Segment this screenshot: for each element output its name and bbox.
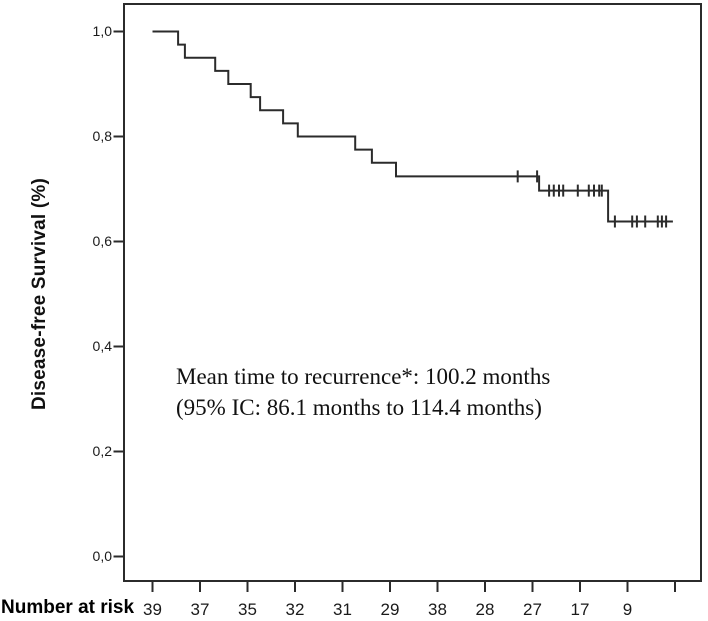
- number-at-risk-value: 37: [190, 600, 210, 619]
- number-at-risk-value: 27: [523, 600, 542, 619]
- y-tick-label: 0,6: [92, 232, 112, 249]
- y-tick-label: 0,4: [92, 337, 112, 354]
- y-tick-label: 0,2: [92, 442, 112, 459]
- plot-area: [123, 3, 702, 582]
- y-tick-label: 1,0: [92, 22, 112, 39]
- number-at-risk-value: 35: [238, 600, 257, 619]
- annotation-line-1: Mean time to recurrence*: 100.2 months: [176, 364, 551, 389]
- mean-time-annotation: Mean time to recurrence*: 100.2 months (…: [176, 361, 576, 423]
- number-at-risk-value: 31: [333, 600, 352, 619]
- y-tick-label: 0,0: [92, 547, 112, 564]
- number-at-risk-value: 32: [285, 600, 305, 619]
- number-at-risk-value: 17: [570, 600, 590, 619]
- number-at-risk-label: Number at risk: [1, 597, 135, 618]
- number-at-risk-value: 39: [143, 600, 162, 619]
- annotation-line-2: (95% IC: 86.1 months to 114.4 months): [176, 395, 542, 420]
- survival-step-curve: [152, 30, 673, 223]
- number-at-risk-value: 28: [475, 600, 495, 619]
- number-at-risk-value: 9: [622, 600, 633, 619]
- number-at-risk-value: 29: [380, 600, 400, 619]
- y-tick-label: 0,8: [92, 127, 112, 144]
- number-at-risk-value: 38: [428, 600, 447, 619]
